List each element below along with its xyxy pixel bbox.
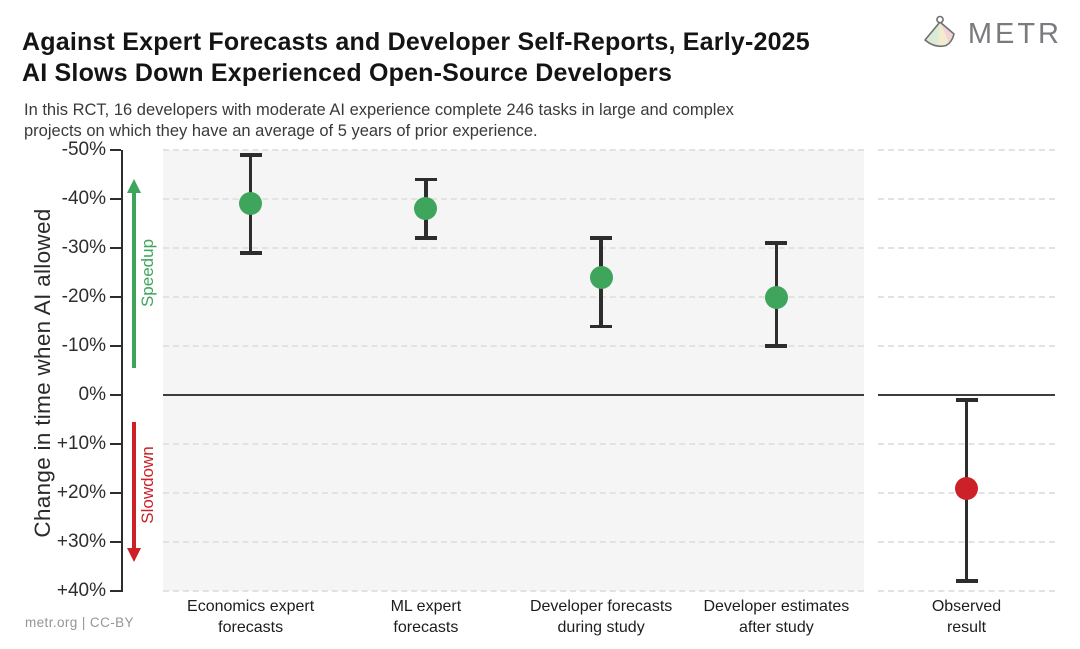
y-tick-label: -40% [61, 188, 106, 209]
gridline [878, 590, 1055, 592]
y-axis-spine [121, 150, 123, 592]
gridline [163, 492, 864, 494]
attribution-text: metr.org | CC-BY [25, 615, 134, 630]
y-tick-label: -20% [61, 286, 106, 307]
metr-logo-icon [924, 15, 955, 48]
y-axis-tick [110, 443, 121, 445]
gridline [878, 198, 1055, 200]
gridline [878, 345, 1055, 347]
error-bar-cap-bottom [239, 251, 262, 255]
error-bar-cap-bottom [414, 236, 437, 240]
y-axis-tick [110, 394, 121, 396]
error-bar-cap-top [239, 153, 262, 157]
y-axis-tick [110, 296, 121, 298]
y-tick-label: +30% [56, 531, 106, 552]
data-point-observed [955, 476, 978, 500]
speedup-arrow-line [132, 192, 136, 368]
gridline [163, 198, 864, 200]
y-tick-label: +20% [56, 482, 106, 503]
data-point-forecast [764, 285, 788, 309]
data-point-forecast [589, 265, 613, 289]
x-category-label: Observed result [931, 598, 1002, 637]
error-bar-cap-bottom [765, 344, 788, 348]
x-category-label: ML expert forecasts [390, 598, 462, 637]
error-bar-cap-top [765, 241, 788, 245]
gridline [163, 149, 864, 151]
y-tick-label: 0% [78, 384, 106, 405]
zero-line [878, 394, 1055, 397]
y-axis-tick [110, 198, 121, 200]
chart-subtitle-line1: In this RCT, 16 developers with moderate… [24, 100, 734, 119]
metr-logo-text: METR [967, 17, 1062, 50]
y-axis-tick [110, 345, 121, 347]
error-bar-cap-top [955, 398, 978, 402]
slowdown-label: Slowdown [138, 446, 157, 524]
error-bar-cap-top [414, 177, 437, 182]
gridline [163, 590, 864, 592]
speedup-arrow-head [127, 179, 141, 193]
page-title-line1: Against Expert Forecasts and Developer S… [22, 27, 810, 56]
error-bar-cap-bottom [590, 324, 613, 329]
y-tick-label: +40% [56, 580, 106, 601]
main-panel-background [163, 150, 864, 591]
zero-line [163, 394, 864, 397]
gridline [163, 443, 864, 445]
y-tick-label: -10% [61, 335, 106, 356]
gridline [163, 541, 864, 543]
y-tick-label: -30% [61, 237, 106, 258]
data-point-forecast [414, 197, 438, 221]
y-axis-tick [110, 590, 121, 592]
x-category-label: Developer forecasts during study [529, 598, 673, 637]
gridline [878, 149, 1055, 151]
y-tick-label: -50% [61, 139, 106, 160]
slowdown-arrow-head [127, 548, 141, 562]
y-axis-tick [110, 247, 121, 249]
y-axis-tick [110, 492, 121, 494]
error-bar-cap-bottom [955, 579, 978, 583]
page-title: Against Expert Forecasts and Developer S… [22, 27, 810, 90]
chart-subtitle: In this RCT, 16 developers with moderate… [24, 100, 734, 144]
y-tick-label: +10% [56, 433, 106, 454]
gridline [163, 345, 864, 347]
gridline [878, 296, 1055, 298]
chart-subtitle-line2: projects on which they have an average o… [24, 122, 538, 141]
y-axis-tick [110, 541, 121, 543]
gridline [163, 247, 864, 249]
gridline [163, 296, 864, 298]
y-axis-title: Change in time when AI allowed [30, 208, 55, 538]
metr-logo: METR [919, 14, 1062, 54]
speedup-label: Speedup [138, 238, 157, 308]
x-category-label: Economics expert forecasts [187, 598, 315, 637]
gridline [878, 247, 1055, 249]
error-bar-cap-top [590, 236, 613, 240]
y-axis-tick [110, 149, 121, 151]
slowdown-arrow-line [132, 422, 136, 548]
page-title-line2: AI Slows Down Experienced Open-Source De… [22, 59, 673, 88]
data-point-forecast [239, 192, 263, 216]
x-category-label: Developer estimates after study [703, 598, 850, 637]
